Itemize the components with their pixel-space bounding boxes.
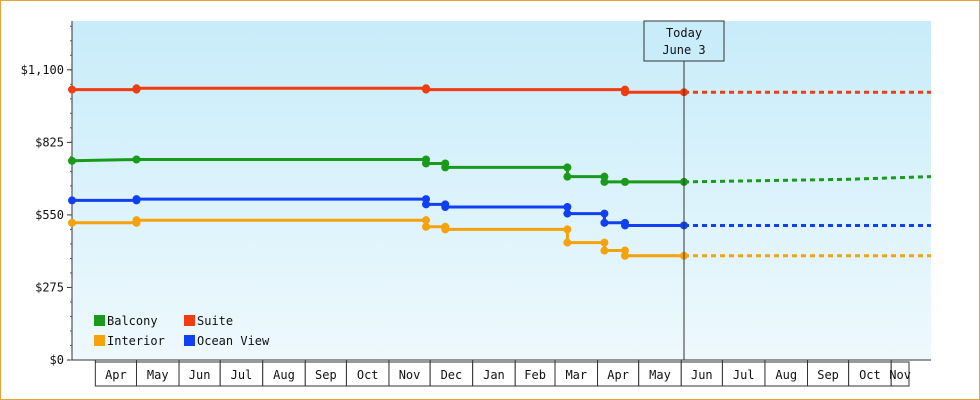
x-tick-label: Apr (607, 368, 629, 382)
x-tick-label: Jan (483, 368, 505, 382)
series-projection-balcony (683, 175, 932, 184)
today-marker: Today June 3 (643, 20, 725, 360)
x-month-cell (345, 361, 390, 387)
legend-label-interior: Interior (107, 334, 165, 348)
y-tick-label: $550 (35, 208, 64, 222)
legend-swatch-balcony (94, 315, 105, 326)
x-tick-label: Jun (189, 368, 211, 382)
x-month-cell (764, 361, 809, 387)
today-label-line2: June 3 (662, 43, 705, 57)
x-tick-label: Mar (565, 368, 587, 382)
series-layer (68, 84, 932, 260)
data-point-suite (68, 85, 76, 94)
data-point-interior (600, 238, 609, 247)
legend-swatch-ocean-view (184, 335, 195, 346)
data-point-ocean-view (132, 195, 141, 204)
data-point-ocean-view (620, 221, 629, 230)
x-month-cell (178, 361, 221, 387)
data-point-balcony (620, 177, 629, 186)
data-point-interior (422, 216, 431, 225)
legend: Balcony Suite Interior Ocean View (94, 314, 270, 348)
x-tick-label: Oct (357, 368, 379, 382)
x-tick-label: Nov (889, 368, 911, 382)
legend-label-ocean-view: Ocean View (197, 334, 270, 348)
x-month-cell (721, 361, 766, 387)
data-point-ocean-view (563, 202, 572, 211)
x-month-cell (262, 361, 306, 387)
today-label-box (643, 20, 725, 62)
y-tick-label: $0 (50, 353, 64, 367)
legend-swatch-interior (94, 335, 105, 346)
x-tick-label: Oct (859, 368, 881, 382)
data-point-ocean-view (563, 209, 572, 218)
data-point-suite (132, 84, 141, 93)
axes: $0 $275 $550 $825 $1,100 Apr May Jun Jul Aug Sep Oc… (21, 21, 931, 387)
plot-background (72, 21, 931, 360)
today-label-line1: Today (666, 26, 702, 40)
data-point-interior (68, 218, 76, 227)
data-point-interior (563, 238, 572, 247)
x-tick-label: Sep (315, 368, 337, 382)
y-tick-label: $1,100 (21, 63, 64, 77)
data-point-suite (620, 88, 629, 97)
y-tick-label: $275 (35, 280, 64, 294)
data-point-ocean-view (600, 218, 609, 227)
x-month-cell (597, 361, 640, 387)
data-point-interior (563, 225, 572, 234)
data-point-interior (132, 216, 141, 225)
data-point-balcony (563, 163, 572, 172)
y-tick-label: $825 (35, 135, 64, 149)
x-tick-label: Aug (273, 368, 295, 382)
x-tick-label: Sep (817, 368, 839, 382)
x-month-cell (304, 361, 347, 387)
x-tick-label: Feb (524, 368, 546, 382)
x-tick-label: Dec (441, 368, 463, 382)
x-tick-label: May (649, 368, 671, 382)
x-month-cell (848, 361, 892, 387)
legend-label-suite: Suite (197, 314, 233, 328)
data-point-interior (441, 225, 450, 234)
x-month-cell (135, 361, 180, 387)
x-month-cell (807, 361, 850, 387)
x-tick-label: Nov (399, 368, 421, 382)
data-point-ocean-view (441, 202, 450, 211)
x-month-cell (219, 361, 264, 387)
data-point-balcony (441, 163, 450, 172)
data-point-ocean-view (422, 200, 431, 209)
x-month-cell (890, 361, 910, 387)
legend-label-balcony: Balcony (107, 314, 158, 328)
x-month-cell (388, 361, 431, 387)
x-month-cell (472, 361, 516, 387)
x-tick-label: May (147, 368, 169, 382)
x-tick-label: Jun (691, 368, 713, 382)
data-point-balcony (68, 156, 76, 165)
data-point-ocean-view (68, 196, 76, 205)
data-point-suite (422, 85, 431, 94)
x-month-cell (429, 361, 474, 387)
data-point-balcony (563, 172, 572, 181)
x-tick-label: Jul (231, 368, 253, 382)
data-point-balcony (132, 155, 141, 164)
x-tick-label: Jul (733, 368, 755, 382)
data-point-balcony (600, 177, 609, 186)
data-point-balcony (422, 159, 431, 168)
x-tick-label: Aug (775, 368, 797, 382)
data-point-interior (600, 246, 609, 255)
legend-swatch-suite (184, 315, 195, 326)
data-point-interior (422, 222, 431, 231)
data-point-ocean-view (600, 209, 609, 218)
x-month-cell (638, 361, 682, 387)
data-point-interior (620, 251, 629, 260)
x-tick-label: Apr (105, 368, 127, 382)
